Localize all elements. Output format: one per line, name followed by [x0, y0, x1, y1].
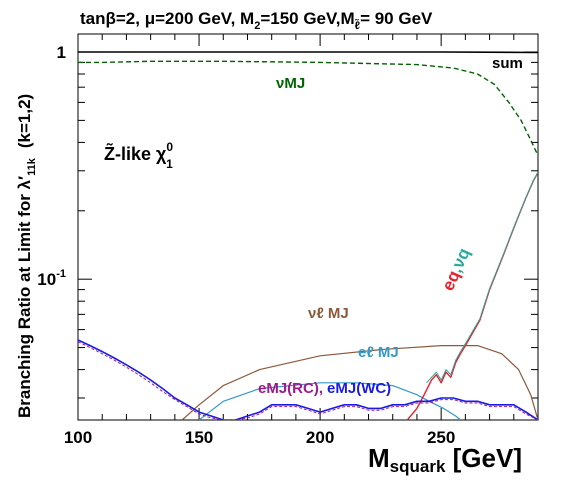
- y-axis-label-main: Branching Ratio at Limit for λ′: [15, 176, 34, 418]
- series-line-3: [198, 382, 461, 420]
- title-sub-2: 2: [254, 20, 260, 32]
- label-emj: eMJ(RC), eMJ(WC): [258, 380, 391, 397]
- x-axis-label-unit: [GeV]: [445, 443, 522, 473]
- x-tick-label: 200: [306, 428, 334, 447]
- title-part-2: =150 GeV,M: [260, 9, 354, 28]
- y-axis-label-tail: (k=1,2): [15, 94, 34, 148]
- label-sum: sum: [492, 55, 523, 72]
- series-line-6: [78, 339, 538, 420]
- x-axis-label: Msquark [GeV]: [368, 443, 522, 476]
- neutralino-annotation: Z̃-like χ0 1: [104, 140, 173, 171]
- series-line-7: [78, 341, 538, 420]
- axis-tick-labels: 100 150 200 250 10-1 1: [37, 43, 455, 447]
- x-tick-label: 150: [185, 428, 213, 447]
- label-nu-mj: νMJ: [276, 75, 305, 92]
- label-nul-mj: νℓ MJ: [308, 305, 349, 322]
- annotation-sub: 1: [166, 157, 173, 171]
- x-tick-label: 100: [64, 428, 92, 447]
- series-line-5: [426, 171, 538, 384]
- series-line-2: [181, 345, 538, 420]
- plot-frame: [77, 33, 539, 421]
- x-tick-label: 250: [427, 428, 455, 447]
- title-sub-slepton: ℓ̃: [355, 19, 360, 32]
- title-part-3: = 90 GeV: [360, 9, 433, 28]
- axis-ticks: [77, 34, 539, 420]
- series-line-0: [78, 51, 538, 54]
- chart-title: tanβ=2, μ=200 GeV, M2=150 GeV,Mℓ̃= 90 Ge…: [80, 9, 433, 32]
- annotation-sup: 0: [166, 140, 173, 154]
- label-el-mj: eℓ MJ: [358, 344, 399, 361]
- label-emj-rc: eMJ(RC),: [258, 380, 323, 397]
- label-emj-wc: eMJ(WC): [327, 380, 391, 397]
- y-axis-label-sub: 11k: [26, 157, 38, 176]
- label-eq-nuq: eq,νq: [438, 245, 473, 293]
- series-group: [78, 51, 538, 420]
- series-line-1: [78, 60, 538, 156]
- y-tick-label: 10-1: [37, 268, 66, 289]
- x-axis-label-sub: squark: [390, 457, 446, 476]
- title-part-1: tanβ=2, μ=200 GeV, M: [80, 9, 254, 28]
- y-axis-label: Branching Ratio at Limit for λ′11k (k=1,2…: [15, 94, 38, 418]
- x-axis-label-main: M: [368, 443, 390, 473]
- annotation-main: Z̃-like χ: [104, 142, 167, 164]
- y-tick-label: 1: [57, 43, 66, 62]
